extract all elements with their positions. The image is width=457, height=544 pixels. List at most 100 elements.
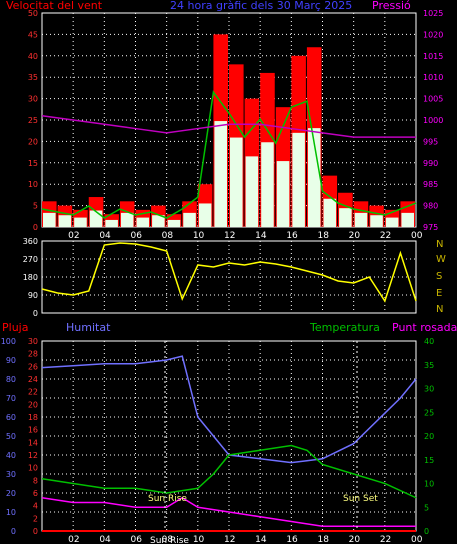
wind-average-fill bbox=[136, 217, 150, 227]
direction-y-tick: 180 bbox=[23, 273, 38, 282]
humidity-y-tick: 50 bbox=[6, 432, 16, 441]
direction-y-tick: 0 bbox=[33, 309, 38, 318]
rain-y-tick: 2 bbox=[33, 514, 38, 523]
climate-x-tick: 14 bbox=[255, 535, 267, 544]
wind-average-fill bbox=[385, 217, 399, 227]
pressure-y-tick: 1025 bbox=[423, 9, 443, 18]
wind-y-tick: 10 bbox=[28, 180, 38, 189]
direction-y-tick: 90 bbox=[28, 291, 38, 300]
temperature-y-tick: 30 bbox=[424, 385, 434, 394]
rain-y-tick: 22 bbox=[28, 388, 38, 397]
wind-y-tick: 15 bbox=[28, 159, 38, 168]
direction-y-tick: 360 bbox=[23, 237, 38, 246]
compass-s: S bbox=[436, 271, 442, 282]
humidity-y-tick: 90 bbox=[6, 356, 16, 365]
pressure-label: Pressió bbox=[372, 0, 411, 12]
wind-label: Velocitat del vent bbox=[6, 0, 103, 12]
wind-average-fill bbox=[230, 137, 243, 227]
pressure-y-tick: 1010 bbox=[423, 73, 443, 82]
compass-w: W bbox=[436, 254, 446, 265]
wind-average-fill bbox=[245, 156, 259, 227]
wind-average-fill bbox=[58, 215, 72, 227]
wind-x-tick: 10 bbox=[193, 231, 205, 241]
rain-y-tick: 8 bbox=[33, 476, 38, 485]
climate-x-tick: 16 bbox=[286, 535, 298, 544]
wind-average-fill bbox=[74, 217, 87, 227]
climate-x-tick: 20 bbox=[349, 535, 361, 544]
wind-x-tick: 20 bbox=[349, 231, 361, 241]
wind-x-tick: 04 bbox=[99, 231, 111, 241]
pressure-y-tick: 975 bbox=[423, 223, 438, 232]
wind-gust-line bbox=[41, 90, 417, 219]
humidity-y-tick: 40 bbox=[6, 451, 16, 460]
climate-x-tick: 08 bbox=[162, 535, 174, 544]
climate-x-tick: 06 bbox=[131, 535, 143, 544]
temperature-y-tick: 10 bbox=[424, 480, 434, 489]
temperature-y-tick: 20 bbox=[424, 432, 434, 441]
climate-series-line bbox=[41, 355, 417, 464]
sun-set-label: Sun Set bbox=[343, 494, 378, 504]
wind-y-tick: 50 bbox=[28, 9, 38, 18]
rain-y-tick: 18 bbox=[28, 413, 38, 422]
humidity-label: Humitat bbox=[66, 321, 111, 334]
climate-x-tick: 04 bbox=[99, 535, 111, 544]
wind-average-fill bbox=[354, 212, 368, 227]
rain-y-tick: 14 bbox=[28, 438, 38, 447]
wind-y-tick: 0 bbox=[33, 223, 38, 232]
wind-y-tick: 5 bbox=[33, 202, 38, 211]
climate-series-line bbox=[41, 496, 416, 527]
wind-average-fill bbox=[292, 132, 305, 227]
temperature-y-tick: 35 bbox=[424, 361, 434, 370]
rain-y-tick: 28 bbox=[28, 350, 38, 359]
wind-average-fill bbox=[167, 219, 181, 227]
wind-average-fill bbox=[276, 161, 290, 227]
wind-y-tick: 20 bbox=[28, 137, 38, 146]
humidity-y-tick: 60 bbox=[6, 413, 16, 422]
pressure-y-tick: 990 bbox=[423, 159, 438, 168]
wind-x-tick: 16 bbox=[286, 231, 298, 241]
climate-x-tick: 12 bbox=[224, 535, 235, 544]
direction-y-tick: 270 bbox=[23, 255, 38, 264]
pressure-y-tick: 1000 bbox=[423, 116, 443, 125]
temperature-y-tick: 25 bbox=[424, 408, 434, 417]
wind-y-tick: 40 bbox=[28, 52, 38, 61]
compass-n-top: N bbox=[436, 239, 443, 250]
wind-x-tick: 22 bbox=[380, 231, 391, 241]
wind-average-fill bbox=[214, 121, 227, 227]
humidity-y-tick: 30 bbox=[6, 470, 16, 479]
wind-x-tick: 14 bbox=[255, 231, 267, 241]
temperature-y-tick: 5 bbox=[424, 503, 429, 512]
wind-average-fill bbox=[323, 198, 337, 227]
wind-x-tick: 02 bbox=[68, 231, 79, 241]
temperature-y-tick: 0 bbox=[424, 527, 429, 536]
wind-average-fill bbox=[261, 142, 274, 227]
climate-x-tick: 10 bbox=[193, 535, 205, 544]
rain-y-tick: 16 bbox=[28, 426, 38, 435]
pressure-y-tick: 980 bbox=[423, 202, 438, 211]
sun-rise-axis-label: Sun Rise bbox=[150, 536, 189, 544]
dewpoint-label: Punt rosada bbox=[392, 321, 457, 334]
rain-y-tick: 12 bbox=[28, 451, 38, 460]
pressure-y-tick: 985 bbox=[423, 180, 438, 189]
rain-y-tick: 26 bbox=[28, 362, 38, 371]
wind-average-fill bbox=[183, 212, 196, 227]
wind-average-fill bbox=[43, 212, 56, 227]
wind-average-fill bbox=[401, 212, 414, 227]
pressure-y-tick: 1020 bbox=[423, 30, 443, 39]
humidity-y-tick: 0 bbox=[11, 527, 16, 536]
rain-y-tick: 4 bbox=[33, 502, 38, 511]
wind-x-tick: 08 bbox=[162, 231, 174, 241]
rain-y-tick: 10 bbox=[28, 464, 38, 473]
wind-average-fill bbox=[198, 203, 212, 227]
wind-y-tick: 25 bbox=[28, 116, 38, 125]
humidity-y-tick: 20 bbox=[6, 489, 16, 498]
temperature-y-tick: 40 bbox=[424, 337, 434, 346]
wind-average-fill bbox=[120, 212, 134, 227]
climate-series-line bbox=[41, 444, 417, 499]
humidity-y-tick: 10 bbox=[6, 508, 16, 517]
pressure-y-tick: 995 bbox=[423, 137, 438, 146]
wind-average-fill bbox=[370, 215, 383, 227]
pressure-y-tick: 1005 bbox=[423, 95, 443, 104]
